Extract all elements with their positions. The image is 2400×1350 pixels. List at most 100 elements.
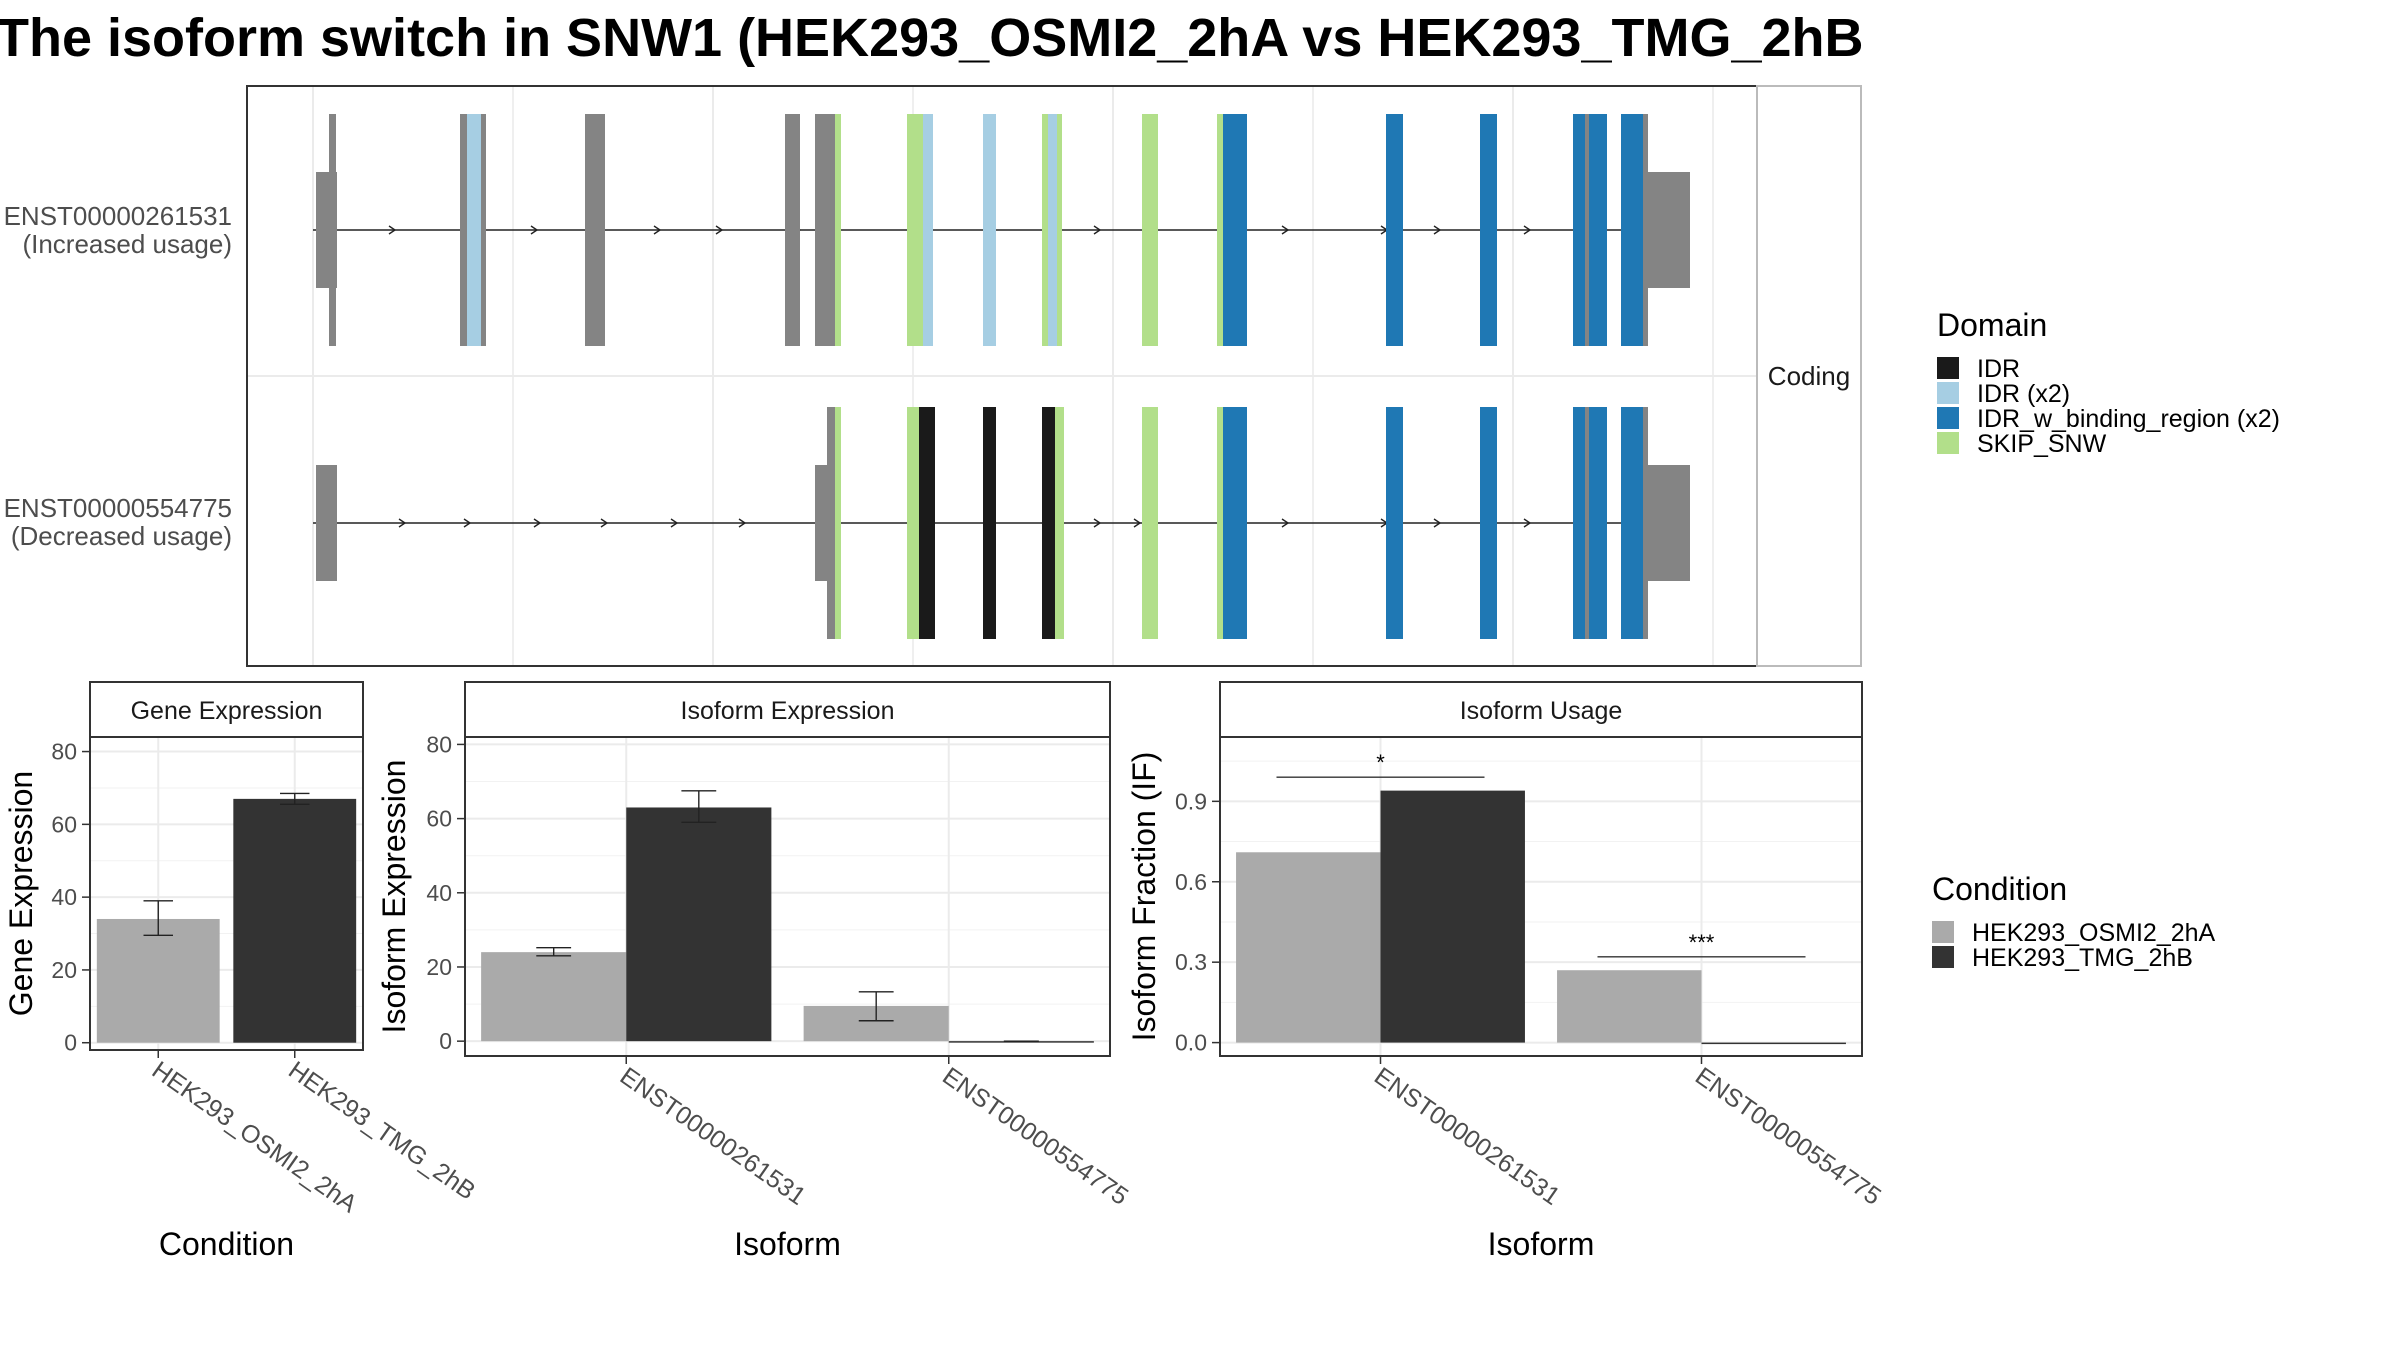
x-tick-label: ENST00000261531 xyxy=(1369,1062,1565,1211)
x-tick-label: ENST00000554775 xyxy=(1690,1062,1886,1211)
domain-legend-item: SKIP_SNW xyxy=(1937,430,2107,458)
strand-arrow xyxy=(670,518,679,528)
y-tick-label: 0.6 xyxy=(1175,869,1207,895)
coding-exon xyxy=(1217,114,1223,346)
x-tick-label: ENST00000554775 xyxy=(937,1062,1133,1211)
domain-legend-label: IDR (x2) xyxy=(1977,380,2070,408)
domain-legend-title: Domain xyxy=(1937,307,2047,343)
utr-exon xyxy=(1648,465,1690,581)
error-bar xyxy=(681,790,717,824)
domain-legend-item: IDR (x2) xyxy=(1937,380,2070,408)
y-tick-label: 0 xyxy=(64,1030,77,1056)
coding-exon xyxy=(835,114,841,346)
domain-legend: Domain IDR IDR (x2) IDR_w_binding_region… xyxy=(1937,307,2280,458)
domain-legend-label: IDR xyxy=(1977,355,2020,383)
domain-legend-item: IDR xyxy=(1937,355,2020,383)
isoform-usage-panel: ****Isoform Usage0.00.30.60.9ENST0000026… xyxy=(1126,681,1886,1262)
domain-legend-label: IDR_w_binding_region (x2) xyxy=(1977,405,2280,433)
transcript-label-2: ENST00000554775 (Decreased usage) xyxy=(4,493,232,551)
x-axis-title: Isoform xyxy=(734,1226,841,1262)
bar xyxy=(1380,790,1525,1043)
condition-legend-label: HEK293_OSMI2_2hA xyxy=(1972,919,2216,947)
strand-arrow xyxy=(1433,518,1442,528)
condition-legend-item: HEK293_OSMI2_2hA xyxy=(1932,919,2216,947)
x-axis-title: Condition xyxy=(159,1226,294,1262)
coding-exon xyxy=(919,407,935,639)
transcript-track-2 xyxy=(313,407,1690,639)
strand-arrow xyxy=(388,225,397,235)
coding-exon xyxy=(1621,407,1645,639)
strand-arrow xyxy=(1133,518,1142,528)
coding-exon xyxy=(467,114,481,346)
coding-exon xyxy=(1142,114,1158,346)
panel-strip-label: Isoform Expression xyxy=(681,697,895,725)
coding-exon xyxy=(923,114,933,346)
domain-legend-swatch xyxy=(1937,432,1959,454)
bar xyxy=(1236,852,1381,1043)
strand-arrow xyxy=(1523,225,1532,235)
coding-exon xyxy=(1643,407,1648,639)
transcript-label-1: ENST00000261531 (Increased usage) xyxy=(4,201,232,259)
structure-strip-label: Coding xyxy=(1768,361,1850,391)
x-axis-title: Isoform xyxy=(1488,1226,1595,1262)
strand-arrow xyxy=(463,518,472,528)
panel-strip xyxy=(464,681,1111,738)
bar xyxy=(96,918,220,1043)
bar xyxy=(481,952,627,1042)
domain-legend-swatch xyxy=(1937,382,1959,404)
transcript-id-2: ENST00000554775 xyxy=(4,493,232,523)
coding-exon xyxy=(1055,407,1064,639)
utr-exon xyxy=(815,465,830,581)
y-axis-title: Isoform Fraction (IF) xyxy=(1126,752,1162,1042)
bar xyxy=(948,1041,1094,1043)
y-tick-label: 20 xyxy=(426,954,452,980)
y-tick-label: 0 xyxy=(439,1028,452,1054)
structure-panel: Coding ENST00000261531 (Increased usage)… xyxy=(4,85,1862,667)
coding-exon xyxy=(1048,114,1057,346)
y-axis-title: Gene Expression xyxy=(3,771,39,1016)
domain-legend-swatch xyxy=(1937,407,1959,429)
significance-label: *** xyxy=(1689,930,1715,955)
strand-arrow xyxy=(653,225,662,235)
transcript-id-1: ENST00000261531 xyxy=(4,201,232,231)
domain-legend-swatch xyxy=(1937,357,1959,379)
y-tick-label: 40 xyxy=(51,884,77,910)
condition-legend-item: HEK293_TMG_2hB xyxy=(1932,944,2193,972)
coding-exon xyxy=(1585,407,1589,639)
condition-legend-swatch xyxy=(1932,946,1954,968)
panel-strip-label: Isoform Usage xyxy=(1460,697,1623,725)
strand-arrow xyxy=(1281,225,1290,235)
strand-arrow xyxy=(715,225,724,235)
y-tick-label: 0.9 xyxy=(1175,788,1207,814)
strand-arrow xyxy=(530,225,539,235)
bar xyxy=(1701,1042,1846,1045)
coding-exon xyxy=(1480,114,1497,346)
error-bar xyxy=(143,900,173,937)
strand-arrow xyxy=(738,518,747,528)
utr-exon xyxy=(316,465,337,581)
error-bar xyxy=(280,792,310,806)
strand-arrow xyxy=(398,518,407,528)
coding-exon xyxy=(1573,407,1607,639)
coding-exon xyxy=(983,407,996,639)
figure-title: The isoform switch in SNW1 (HEK293_OSMI2… xyxy=(0,8,1864,68)
coding-exon xyxy=(835,407,841,639)
coding-exon xyxy=(1480,407,1497,639)
y-tick-label: 20 xyxy=(51,957,77,983)
domain-legend-label: SKIP_SNW xyxy=(1977,430,2107,458)
bar xyxy=(1557,970,1702,1043)
condition-legend-title: Condition xyxy=(1932,871,2067,907)
domain-legend-item: IDR_w_binding_region (x2) xyxy=(1937,405,2280,433)
strand-arrow xyxy=(533,518,542,528)
isoform-expression-panel: Isoform Expression 0 20 40 60 80 ENST000002615… xyxy=(376,681,1133,1262)
transcript-track-1 xyxy=(313,114,1690,346)
strand-arrow xyxy=(600,518,609,528)
error-bar xyxy=(858,991,894,1022)
coding-exon xyxy=(1573,114,1607,346)
error-bar xyxy=(536,946,572,957)
strand-arrow xyxy=(1433,225,1442,235)
structure-tracks xyxy=(313,114,1690,639)
y-axis-title: Isoform Expression xyxy=(376,760,412,1034)
y-tick-label: 40 xyxy=(426,880,452,906)
coding-exon xyxy=(815,114,838,346)
